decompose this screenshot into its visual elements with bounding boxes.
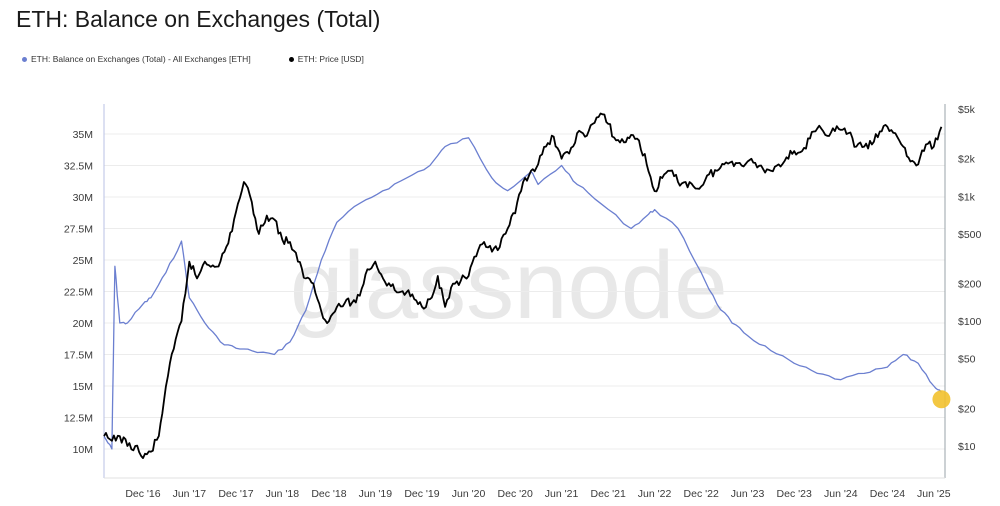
x-tick-label: Dec '22 [684,488,719,500]
y-left-tick-label: 25M [73,255,93,267]
legend-label-price: ETH: Price [USD] [297,54,364,64]
x-tick-label: Dec '17 [218,488,253,500]
legend-dot-price [288,56,294,62]
y-right-tick-label: $100 [958,316,982,328]
y-left-tick-label: 10M [73,444,93,456]
x-tick-label: Jun '18 [266,488,300,500]
y-right-tick-label: $5k [958,104,976,116]
y-left-tick-label: 20M [73,318,93,330]
x-tick-label: Jun '23 [731,488,765,500]
y-right-tick-label: $10 [958,441,976,453]
x-tick-label: Dec '24 [870,488,905,500]
y-right-tick-label: $1k [958,191,976,203]
x-tick-label: Jun '21 [545,488,579,500]
y-left-tick-label: 15M [73,381,93,393]
y-left-tick-label: 30M [73,192,93,204]
latest-value-highlight[interactable] [932,390,951,409]
y-left-tick-label: 17.5M [64,350,93,362]
x-tick-label: Jun '19 [359,488,393,500]
y-left-tick-label: 32.5M [64,161,93,173]
y-right-tick-label: $50 [958,354,976,366]
y-right-tick-label: $20 [958,403,976,415]
chart-title: ETH: Balance on Exchanges (Total) [16,6,381,32]
x-tick-label: Jun '25 [917,488,951,500]
y-left-tick-label: 35M [73,129,93,141]
legend-label-balance: ETH: Balance on Exchanges (Total) - All … [31,54,251,64]
y-left-tick-label: 12.5M [64,413,93,425]
y-right-tick-label: $2k [958,154,976,166]
x-tick-label: Dec '20 [498,488,533,500]
series-line-balance[interactable] [103,137,942,450]
x-tick-label: Jun '22 [638,488,672,500]
y-right-tick-label: $200 [958,279,982,291]
y-right-tick-label: $500 [958,229,982,241]
chart-legend: ETH: Balance on Exchanges (Total) - All … [22,54,364,64]
legend-item-balance[interactable]: ETH: Balance on Exchanges (Total) - All … [22,54,251,64]
gridlines [104,133,945,450]
legend-item-price[interactable]: ETH: Price [USD] [288,54,364,64]
x-tick-label: Dec '21 [591,488,626,500]
y-left-tick-label: 27.5M [64,224,93,236]
x-tick-label: Jun '20 [452,488,486,500]
legend-dot-balance [22,56,27,62]
x-tick-label: Dec '16 [125,488,160,500]
x-tick-label: Jun '24 [824,488,858,500]
y-left-tick-label: 22.5M [64,287,93,299]
x-tick-label: Dec '19 [404,488,439,500]
series-line-price[interactable] [103,112,943,459]
axes [103,104,946,479]
x-tick-label: Dec '18 [311,488,346,500]
x-tick-label: Jun '17 [173,488,207,500]
x-tick-label: Dec '23 [777,488,812,500]
